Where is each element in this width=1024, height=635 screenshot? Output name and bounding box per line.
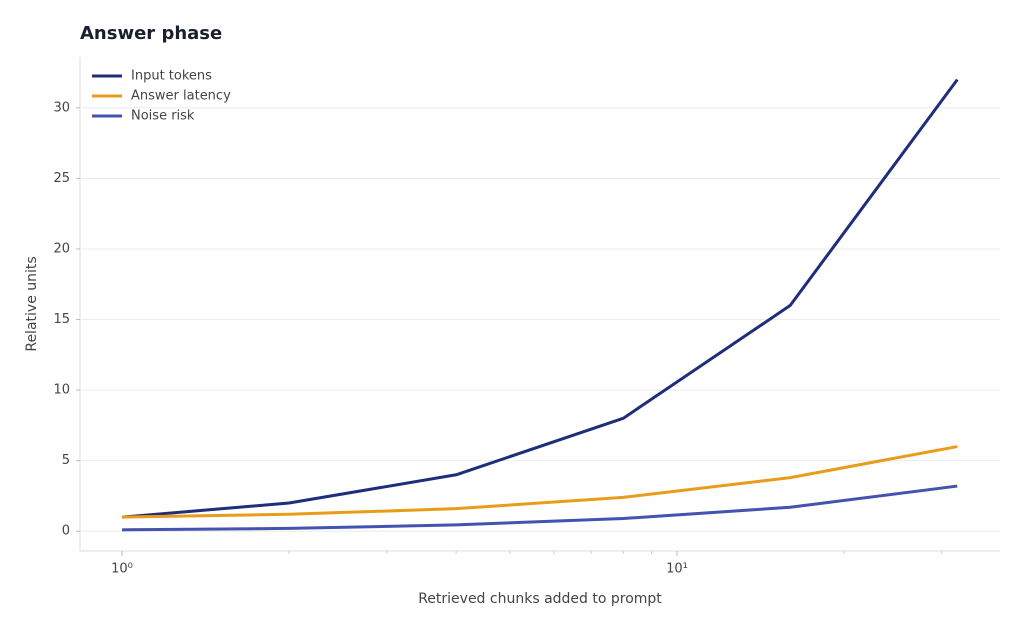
y-tick-label: 15 [53, 312, 70, 327]
line-series [122, 484, 958, 532]
y-tick-label: 20 [53, 241, 70, 256]
x-axis-label: Retrieved chunks added to prompt [418, 591, 662, 607]
line-series [121, 78, 959, 519]
legend-label: Noise risk [131, 109, 195, 124]
chart-title: Answer phase [80, 23, 222, 44]
legend-label: Input tokens [131, 69, 212, 84]
y-tick-label: 10 [53, 383, 70, 398]
x-tick-label: 10¹ [666, 562, 688, 577]
line-series [121, 445, 958, 519]
y-tick-label: 5 [62, 453, 70, 468]
legend-label: Answer latency [131, 89, 231, 104]
y-tick-label: 30 [53, 100, 70, 115]
y-tick-label: 25 [53, 171, 70, 186]
y-axis-label: Relative units [24, 256, 40, 351]
y-tick-label: 0 [62, 524, 70, 539]
x-tick-label: 10⁰ [111, 562, 133, 577]
